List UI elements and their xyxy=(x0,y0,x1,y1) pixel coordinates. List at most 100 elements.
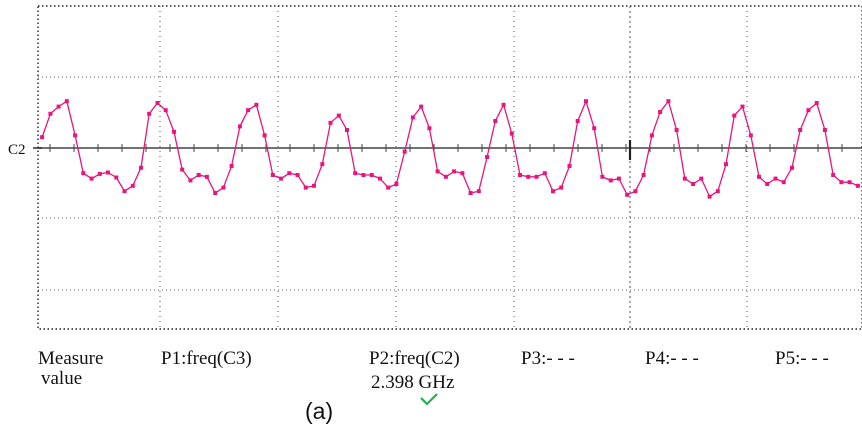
trace-point xyxy=(237,124,242,129)
trace-point xyxy=(435,169,440,174)
trace-point xyxy=(592,126,597,131)
trace-point xyxy=(56,104,61,109)
figure-caption: (a) xyxy=(305,398,334,424)
trace-point xyxy=(336,113,341,118)
trace-point xyxy=(180,167,185,172)
trace-point xyxy=(73,133,78,138)
oscilloscope-plot: C2 xyxy=(8,5,862,330)
trace-point xyxy=(732,113,737,118)
p2-label: P2:freq(C2) xyxy=(369,348,460,369)
trace-point xyxy=(608,178,613,183)
trace-point xyxy=(229,164,234,168)
p1-label: P1:freq(C3) xyxy=(161,348,252,369)
p3-label: P3:- - - xyxy=(521,348,575,369)
trace-point xyxy=(633,189,638,194)
trace-point xyxy=(287,171,292,176)
trace-point xyxy=(526,174,531,179)
trace-point xyxy=(246,108,251,113)
trace-point xyxy=(386,185,391,190)
trace-point xyxy=(402,149,407,154)
trace-point xyxy=(254,102,259,107)
trace-point xyxy=(600,174,605,179)
trace-point xyxy=(649,133,654,138)
p5-label: P5:- - - xyxy=(775,348,829,369)
trace-point xyxy=(707,194,712,199)
trace-point xyxy=(476,189,481,194)
trace-point xyxy=(89,176,94,181)
trace-point xyxy=(822,128,827,132)
trace-line xyxy=(41,99,859,198)
trace-point xyxy=(452,169,457,174)
trace-point xyxy=(765,182,770,186)
trace-point xyxy=(353,171,358,176)
trace-point xyxy=(674,128,679,132)
trace-point xyxy=(139,165,143,170)
trace-point xyxy=(666,99,671,104)
trace-point xyxy=(295,173,300,177)
trace-point xyxy=(584,99,588,104)
trace-point xyxy=(40,135,45,140)
trace-point xyxy=(345,128,349,132)
channel-marker-c2: C2 xyxy=(8,142,26,158)
trace-point xyxy=(221,185,226,190)
trace-point xyxy=(361,173,366,177)
trace-point xyxy=(213,191,218,195)
trace-point xyxy=(262,133,267,138)
trace-point xyxy=(378,176,382,181)
trace-point xyxy=(724,162,728,167)
trace-point xyxy=(320,162,325,167)
trace-point xyxy=(427,126,432,131)
trace-point xyxy=(773,176,778,181)
trace-point xyxy=(410,115,415,120)
trace-point xyxy=(114,175,119,180)
trace-point xyxy=(155,101,160,105)
trace-point xyxy=(682,176,687,181)
trace-point xyxy=(534,174,539,179)
trace-point xyxy=(419,104,424,109)
trace-point xyxy=(757,174,761,179)
trace-point xyxy=(443,174,448,179)
trace-point xyxy=(748,133,753,138)
p4-label: P4:- - - xyxy=(645,348,699,369)
trace-point xyxy=(806,108,811,113)
trace-point xyxy=(460,171,465,176)
trace-point xyxy=(542,171,547,176)
trace-point xyxy=(691,182,696,186)
trace-point xyxy=(831,173,836,177)
waveform-trace xyxy=(40,99,860,199)
trace-point xyxy=(855,183,860,188)
trace-point xyxy=(699,176,704,181)
trace-point xyxy=(328,120,333,125)
trace-point xyxy=(369,173,374,177)
trace-point xyxy=(616,176,621,181)
p2-value: 2.398 GHz xyxy=(371,372,455,393)
trace-point xyxy=(485,155,490,159)
trace-point xyxy=(204,174,209,179)
trace-point xyxy=(163,108,168,113)
trace-point xyxy=(518,173,522,177)
trace-point xyxy=(172,129,176,134)
measure-value-label: Measure value xyxy=(38,348,104,389)
trace-point xyxy=(798,128,803,132)
trace-point xyxy=(97,171,102,176)
trace-point xyxy=(641,173,646,177)
trace-point xyxy=(106,170,110,175)
trace-point xyxy=(567,164,572,168)
trace-point xyxy=(312,183,316,188)
trace-point xyxy=(130,183,135,188)
trace-point xyxy=(270,173,275,177)
trace-point xyxy=(847,180,852,185)
trace-point xyxy=(122,189,127,194)
trace-point xyxy=(493,119,498,123)
trace-point xyxy=(559,185,564,190)
trace-point xyxy=(501,102,506,107)
trace-point xyxy=(625,192,630,197)
checkmark-icon xyxy=(420,393,438,406)
trace-point xyxy=(509,131,514,136)
trace-point xyxy=(196,173,201,177)
trace-point xyxy=(81,171,86,176)
trace-point xyxy=(64,99,69,104)
trace-point xyxy=(303,185,308,190)
trace-point xyxy=(551,189,555,194)
trace-point xyxy=(279,176,284,181)
